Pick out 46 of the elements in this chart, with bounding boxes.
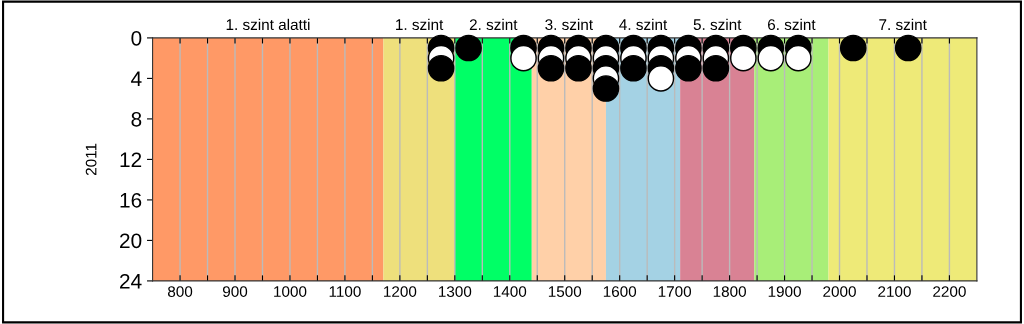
y-tick-label: 20 <box>120 233 142 249</box>
x-tick-label: 900 <box>222 286 248 297</box>
y-axis-title: 2011 <box>85 143 97 176</box>
x-tick-label: 1800 <box>713 286 746 297</box>
point <box>894 34 922 62</box>
x-tick-label: 1100 <box>329 286 361 297</box>
y-tick-label: 16 <box>120 192 142 208</box>
y-tick-label: 4 <box>131 71 142 86</box>
band-label: 1. szint <box>396 18 444 31</box>
x-tick-label: 1400 <box>493 286 527 297</box>
x-tick-label: 1000 <box>274 286 307 297</box>
x-tick-label: 1700 <box>658 286 692 297</box>
point <box>702 54 730 82</box>
y-tick-label: 24 <box>120 273 142 289</box>
x-tick-label: 1200 <box>384 286 417 297</box>
point <box>784 44 812 72</box>
x-tick-label: 1300 <box>439 286 472 297</box>
point <box>537 54 565 82</box>
point <box>565 54 592 82</box>
y-tick-label: 8 <box>131 111 142 127</box>
x-tick-label: 2200 <box>933 286 966 297</box>
x-tick-label: 1900 <box>768 286 801 297</box>
band-label: 5. szint <box>693 18 742 31</box>
band-label: 6. szint <box>768 18 816 31</box>
x-tick-label: 2100 <box>878 286 911 297</box>
band-label: 3. szint <box>545 18 593 31</box>
point <box>839 34 867 62</box>
point <box>592 75 620 102</box>
point <box>647 65 675 92</box>
band-label: 7. szint <box>879 18 927 31</box>
x-tick-label: 1600 <box>603 286 637 297</box>
band-label: 4. szint <box>619 18 668 31</box>
y-tick-label: 0 <box>131 30 142 46</box>
x-tick-label: 800 <box>167 286 193 297</box>
point <box>427 54 455 82</box>
point <box>675 54 702 82</box>
point <box>455 34 482 62</box>
x-tick-label: 1500 <box>548 286 582 297</box>
point <box>757 44 785 72</box>
point <box>620 54 647 82</box>
point <box>510 44 537 72</box>
x-tick-label: 2000 <box>823 286 856 297</box>
band-label: 2. szint <box>469 18 518 31</box>
y-tick-label: 12 <box>120 152 142 167</box>
point <box>730 44 757 72</box>
band-label: 1. szint alatti <box>226 18 310 31</box>
